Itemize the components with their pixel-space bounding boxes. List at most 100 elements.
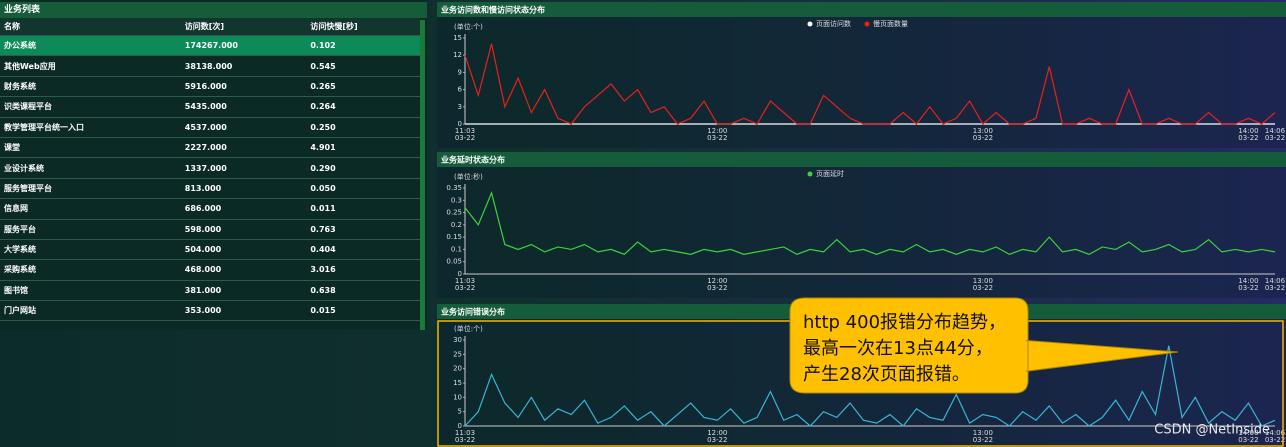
row[interactable]: 采购系统 468.000 3.016 xyxy=(0,259,420,281)
cell: 1337.000 xyxy=(180,157,307,179)
x-tick-date: 03-22 xyxy=(455,436,475,444)
cell: 服务管理平台 xyxy=(0,178,181,200)
row[interactable]: 服务平台 598.000 0.763 xyxy=(0,219,420,240)
x-tick-date: 03-22 xyxy=(707,134,727,142)
y-tick-label: 9 xyxy=(458,68,462,76)
x-tick-date: 03-22 xyxy=(707,436,727,444)
cell: 4537.000 xyxy=(180,117,307,138)
cell: 图书馆 xyxy=(0,280,181,302)
cell: 办公系统 xyxy=(0,35,181,57)
column-header: 访问快慢[秒] xyxy=(306,18,420,36)
callout-fill xyxy=(1010,339,1026,373)
y-tick-label: 0.2 xyxy=(451,221,462,229)
callout-text: 产生28次页面报错。 xyxy=(803,364,970,385)
y-tick-label: 12 xyxy=(453,51,462,59)
x-tick-label: 12:00 xyxy=(707,429,727,437)
row[interactable]: 财务系统 5916.000 0.265 xyxy=(0,76,420,98)
x-tick-label: 13:00 xyxy=(973,429,993,437)
x-tick-label: 11:03 xyxy=(455,277,475,285)
row[interactable]: 其他Web应用 38138.000 0.545 xyxy=(0,55,420,77)
x-tick-label: 13:00 xyxy=(973,127,993,135)
cell: 468.000 xyxy=(180,259,307,281)
unit-label: (单位:个) xyxy=(454,324,483,333)
scrollbar[interactable] xyxy=(420,20,425,330)
cell: 0.265 xyxy=(306,76,420,98)
cell: 813.000 xyxy=(180,178,307,200)
unit-label: (单位:秒) xyxy=(454,172,483,181)
y-tick-label: 0.35 xyxy=(446,184,462,192)
row[interactable]: 服务管理平台 813.000 0.050 xyxy=(0,178,420,200)
cell: 信息网 xyxy=(0,198,181,220)
cell: 4.901 xyxy=(306,137,420,159)
x-tick-date: 03-22 xyxy=(1265,436,1285,444)
cell: 大学系统 xyxy=(0,239,181,261)
y-tick-label: 0 xyxy=(458,120,462,128)
cell: 353.000 xyxy=(180,300,307,322)
row[interactable]: 图书馆 381.000 0.638 xyxy=(0,280,420,302)
x-tick-label: 14:00 xyxy=(1238,127,1258,135)
cell: 0.050 xyxy=(306,178,420,200)
column-header: 访问数[次] xyxy=(180,18,307,36)
cell: 0.250 xyxy=(306,117,420,138)
cell: 识类课程平台 xyxy=(0,96,181,118)
row[interactable]: 教学管理平台统一入口 4537.000 0.250 xyxy=(0,117,420,138)
cell: 课堂 xyxy=(0,137,181,159)
x-tick-date: 03-22 xyxy=(1238,436,1258,444)
series-line xyxy=(464,191,1276,256)
y-tick-label: 5 xyxy=(458,408,462,416)
x-tick-label: 13:00 xyxy=(973,277,993,285)
x-tick-date: 03-22 xyxy=(707,284,727,292)
y-tick-label: 20 xyxy=(453,365,462,373)
x-tick-date: 03-22 xyxy=(973,284,993,292)
cell: 0.404 xyxy=(306,239,420,261)
y-tick-label: 0.15 xyxy=(446,233,462,241)
x-tick-label: 14:06 xyxy=(1265,277,1286,285)
y-tick-label: 0 xyxy=(458,270,462,278)
table: 名称 访问数[次] 访问快慢[秒] 办公系统 174267.000 0.102 其他Web应… xyxy=(0,18,420,322)
cell: 504.000 xyxy=(180,239,307,261)
row[interactable]: 门户网站 353.000 0.015 xyxy=(0,300,420,322)
y-tick-label: 15 xyxy=(453,379,462,387)
row[interactable]: 业设计系统 1337.000 0.290 xyxy=(0,157,420,179)
y-tick-label: 0 xyxy=(458,422,462,430)
legend-marker xyxy=(864,21,870,27)
panel-header xyxy=(437,152,1286,167)
panel-title: 业务访问错误分布 xyxy=(441,307,505,317)
y-tick-label: 15 xyxy=(453,34,462,42)
x-tick-label: 11:03 xyxy=(455,429,475,437)
x-tick-label: 12:00 xyxy=(707,277,727,285)
row[interactable]: 识类课程平台 5435.000 0.264 xyxy=(0,96,420,118)
legend-marker xyxy=(807,171,813,177)
row[interactable]: 信息网 686.000 0.011 xyxy=(0,198,420,220)
x-tick-date: 03-22 xyxy=(455,134,475,142)
cell: 174267.000 xyxy=(180,35,307,57)
x-tick-label: 14:06 xyxy=(1265,429,1286,437)
cell: 0.638 xyxy=(306,280,420,302)
row[interactable]: 办公系统 174267.000 0.102 xyxy=(0,35,420,57)
x-tick-date: 03-22 xyxy=(1238,284,1258,292)
panel xyxy=(437,2,1286,148)
cell: 2227.000 xyxy=(180,137,307,159)
x-tick-date: 03-22 xyxy=(1238,134,1258,142)
cell: 0.545 xyxy=(306,55,420,77)
legend-label: 页面访问数 xyxy=(816,19,851,28)
watermark: CSDN @NetInside xyxy=(1154,423,1270,438)
cell: 门户网站 xyxy=(0,300,181,322)
series-line xyxy=(464,345,1276,427)
legend-label: 页面延时 xyxy=(816,169,844,178)
x-tick-label: 14:00 xyxy=(1238,277,1258,285)
cell: 5435.000 xyxy=(180,96,307,118)
y-tick-label: 0.05 xyxy=(446,258,462,266)
y-tick-label: 0.25 xyxy=(446,209,462,217)
x-tick-label: 14:00 xyxy=(1238,429,1258,437)
cell: 0.015 xyxy=(306,300,420,322)
callout-text: 最高一次在13点44分， xyxy=(803,338,993,359)
row[interactable]: 大学系统 504.000 0.404 xyxy=(0,239,420,261)
x-tick-date: 03-22 xyxy=(1265,134,1285,142)
x-tick-date: 03-22 xyxy=(973,436,993,444)
cell: 业设计系统 xyxy=(0,157,181,179)
row[interactable]: 课堂 2227.000 4.901 xyxy=(0,137,420,159)
header-row: 名称 访问数[次] 访问快慢[秒] xyxy=(0,18,420,36)
